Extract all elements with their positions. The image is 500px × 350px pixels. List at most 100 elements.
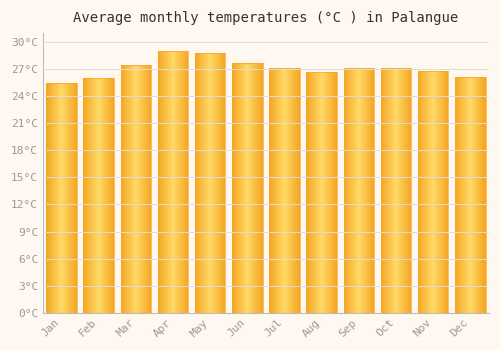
Bar	[105, 78, 106, 313]
Bar	[96, 78, 97, 313]
Bar	[472, 77, 474, 313]
Bar	[195, 53, 196, 313]
Bar	[60, 83, 61, 313]
Bar	[238, 63, 239, 313]
Bar	[276, 68, 277, 313]
Bar	[223, 53, 224, 313]
Bar	[237, 63, 238, 313]
Bar	[232, 63, 234, 313]
Bar	[290, 68, 291, 313]
Bar	[63, 83, 64, 313]
Bar	[331, 72, 332, 313]
Bar	[458, 77, 460, 313]
Bar	[75, 83, 76, 313]
Bar	[225, 53, 226, 313]
Bar	[129, 65, 130, 313]
Bar	[294, 68, 295, 313]
Bar	[211, 53, 212, 313]
Bar	[133, 65, 134, 313]
Bar	[399, 68, 400, 313]
Bar	[59, 83, 60, 313]
Bar	[201, 53, 202, 313]
Bar	[299, 68, 300, 313]
Bar	[429, 71, 430, 313]
Bar	[242, 63, 243, 313]
Bar	[336, 72, 337, 313]
Bar	[161, 51, 162, 313]
Bar	[391, 68, 392, 313]
Bar	[471, 77, 472, 313]
Bar	[76, 83, 77, 313]
Bar	[251, 63, 252, 313]
Bar	[258, 63, 259, 313]
Bar	[252, 63, 253, 313]
Bar	[456, 77, 457, 313]
Bar	[439, 71, 440, 313]
Bar	[470, 77, 471, 313]
Bar	[234, 63, 235, 313]
Bar	[235, 63, 236, 313]
Bar	[174, 51, 175, 313]
Bar	[158, 51, 159, 313]
Bar	[393, 68, 394, 313]
Bar	[54, 83, 55, 313]
Bar	[196, 53, 197, 313]
Bar	[289, 68, 290, 313]
Bar	[312, 72, 313, 313]
Bar	[164, 51, 165, 313]
Bar	[212, 53, 213, 313]
Bar	[332, 72, 333, 313]
Bar	[323, 72, 324, 313]
Bar	[388, 68, 390, 313]
Bar	[279, 68, 280, 313]
Bar	[240, 63, 242, 313]
Bar	[61, 83, 62, 313]
Bar	[479, 77, 480, 313]
Bar	[381, 68, 382, 313]
Bar	[106, 78, 107, 313]
Bar	[358, 68, 359, 313]
Bar	[253, 63, 254, 313]
Bar	[111, 78, 112, 313]
Bar	[260, 63, 261, 313]
Bar	[306, 72, 307, 313]
Bar	[187, 51, 188, 313]
Bar	[98, 78, 100, 313]
Bar	[436, 71, 437, 313]
Bar	[428, 71, 429, 313]
Bar	[138, 65, 139, 313]
Bar	[335, 72, 336, 313]
Bar	[392, 68, 393, 313]
Bar	[198, 53, 199, 313]
Bar	[359, 68, 360, 313]
Bar	[287, 68, 288, 313]
Bar	[277, 68, 278, 313]
Bar	[261, 63, 262, 313]
Bar	[455, 77, 456, 313]
Bar	[316, 72, 317, 313]
Bar	[195, 53, 226, 313]
Bar	[87, 78, 88, 313]
Bar	[232, 63, 262, 313]
Bar	[186, 51, 187, 313]
Bar	[286, 68, 287, 313]
Bar	[477, 77, 478, 313]
Bar	[250, 63, 251, 313]
Bar	[170, 51, 171, 313]
Bar	[218, 53, 220, 313]
Bar	[317, 72, 318, 313]
Bar	[210, 53, 211, 313]
Bar	[245, 63, 246, 313]
Bar	[202, 53, 203, 313]
Bar	[309, 72, 310, 313]
Bar	[160, 51, 161, 313]
Bar	[352, 68, 354, 313]
Bar	[344, 68, 345, 313]
Bar	[120, 65, 121, 313]
Bar	[363, 68, 364, 313]
Bar	[48, 83, 49, 313]
Bar	[147, 65, 148, 313]
Bar	[285, 68, 286, 313]
Bar	[93, 78, 94, 313]
Bar	[356, 68, 357, 313]
